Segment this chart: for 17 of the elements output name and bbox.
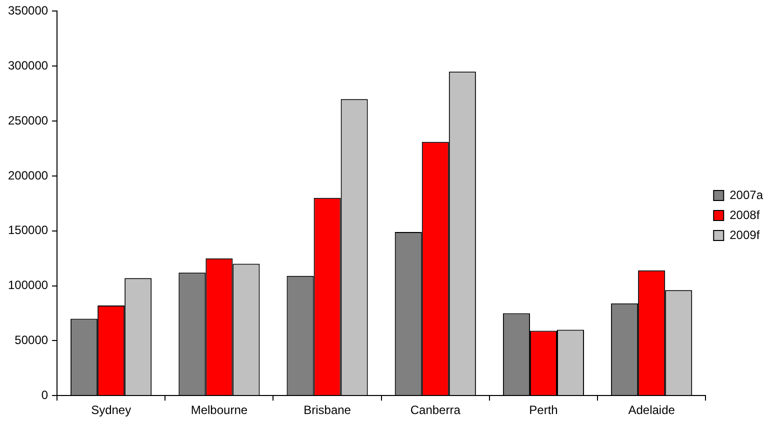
y-tick-label: 300000 <box>8 58 48 72</box>
legend-label: 2009f <box>730 228 760 242</box>
y-tick-label: 150000 <box>8 223 48 238</box>
x-tick-label: Melbourne <box>190 403 248 418</box>
x-tick-label: Adelaide <box>628 403 676 418</box>
legend-label: 2007a <box>730 188 764 202</box>
y-tick-label: 250000 <box>8 113 48 128</box>
y-tick-label: 100000 <box>8 278 48 292</box>
y-tick-label: 0 <box>41 388 48 402</box>
x-tick-label: Brisbane <box>304 403 352 418</box>
y-tick-label: 200000 <box>8 168 48 182</box>
x-tick-label: Sydney <box>91 403 132 418</box>
legend-label: 2008f <box>730 208 760 222</box>
y-tick-label: 350000 <box>8 4 48 18</box>
x-tick-label: Canberra <box>410 403 461 418</box>
x-tick-label: Perth <box>529 403 558 418</box>
y-tick-label: 50000 <box>14 333 48 347</box>
